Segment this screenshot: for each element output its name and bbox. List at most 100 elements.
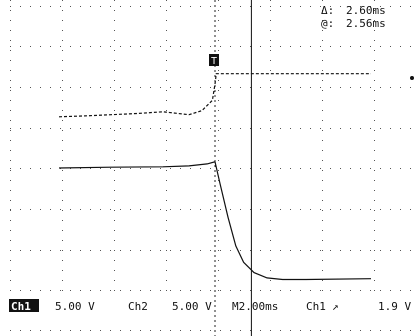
at-value: 2.56ms — [346, 17, 386, 30]
grid-dot-h1 — [270, 46, 271, 47]
grid-dot-h5 — [230, 209, 231, 210]
grid-dot-v5 — [270, 60, 271, 61]
grid-dot-h1 — [190, 46, 191, 47]
grid-dot-h3 — [290, 128, 291, 129]
grid-dot-h1 — [330, 46, 331, 47]
grid-dot-h7 — [210, 290, 211, 291]
grid-dot-h3 — [380, 128, 381, 129]
grid-dot-h4 — [380, 168, 381, 169]
grid-dot-h3 — [360, 128, 361, 129]
grid-dot-v1 — [62, 110, 63, 111]
grid-dot-v3 — [166, 40, 167, 41]
grid-dot-v2 — [114, 200, 115, 201]
grid-dot-h5 — [120, 209, 121, 210]
grid-dot-v5 — [270, 250, 271, 251]
grid-dot-v1 — [62, 240, 63, 241]
grid-dot-h3 — [280, 128, 281, 129]
grid-dot-v3 — [166, 90, 167, 91]
grid-dot-h2 — [270, 87, 271, 88]
grid-dot-h7 — [50, 290, 51, 291]
grid-dot-v0 — [10, 250, 11, 251]
grid-dot-v3 — [166, 190, 167, 191]
grid-dot-v5 — [270, 20, 271, 21]
grid-dot-h3 — [240, 128, 241, 129]
grid-dot-v1 — [62, 40, 63, 41]
grid-dot-h2 — [390, 87, 391, 88]
grid-dot-h5 — [170, 209, 171, 210]
grid-dot-h6 — [320, 250, 321, 251]
grid-dot-h7 — [200, 290, 201, 291]
grid-dot-h8 — [270, 330, 271, 331]
grid-dot-v3 — [166, 140, 167, 141]
grid-dot-h1 — [130, 46, 131, 47]
grid-dot-v5 — [270, 120, 271, 121]
grid-dot-v3 — [166, 220, 167, 221]
grid-dot-v5 — [270, 280, 271, 281]
grid-dot-h5 — [360, 209, 361, 210]
grid-dot-v6 — [322, 190, 323, 191]
grid-dot-v4 — [218, 180, 219, 181]
grid-dot-h6 — [300, 250, 301, 251]
grid-dot-v4 — [218, 130, 219, 131]
grid-dot-h0 — [110, 6, 111, 7]
grid-dot-h6 — [350, 250, 351, 251]
grid-dot-v7 — [374, 220, 375, 221]
grid-dot-v4 — [218, 120, 219, 121]
grid-dot-h2 — [40, 87, 41, 88]
grid-dot-v4 — [218, 290, 219, 291]
grid-dot-h7 — [380, 290, 381, 291]
grid-dot-h1 — [210, 46, 211, 47]
grid-dot-h5 — [350, 209, 351, 210]
grid-dot-v7 — [374, 250, 375, 251]
grid-dot-h5 — [40, 209, 41, 210]
grid-dot-v3 — [166, 60, 167, 61]
grid-dot-v7 — [374, 210, 375, 211]
grid-dot-v3 — [166, 170, 167, 171]
grid-dot-h2 — [10, 87, 11, 88]
grid-dot-h8 — [90, 330, 91, 331]
grid-dot-v1 — [62, 80, 63, 81]
grid-dot-h0 — [330, 6, 331, 7]
grid-dot-v2 — [114, 50, 115, 51]
grid-dot-v0 — [10, 190, 11, 191]
grid-dot-v3 — [166, 250, 167, 251]
grid-dot-v6 — [322, 250, 323, 251]
grid-dot-h7 — [100, 290, 101, 291]
grid-dot-v4 — [218, 230, 219, 231]
grid-dot-h6 — [360, 250, 361, 251]
grid-dot-h0 — [260, 6, 261, 7]
grid-dot-v4 — [218, 50, 219, 51]
grid-dot-v2 — [114, 240, 115, 241]
grid-dot-v7 — [374, 110, 375, 111]
grid-dot-v3 — [166, 130, 167, 131]
grid-dot-h3 — [390, 128, 391, 129]
grid-dot-h5 — [50, 209, 51, 210]
grid-dot-h1 — [280, 46, 281, 47]
grid-dot-v1 — [62, 20, 63, 21]
grid-dot-h3 — [300, 128, 301, 129]
grid-dot-v6 — [322, 70, 323, 71]
grid-dot-v2 — [114, 40, 115, 41]
grid-dot-v5 — [270, 200, 271, 201]
grid-dot-h7 — [320, 290, 321, 291]
grid-dot-v0 — [10, 180, 11, 181]
grid-dot-h3 — [160, 128, 161, 129]
grid-dot-v0 — [10, 40, 11, 41]
grid-dot-h8 — [160, 330, 161, 331]
grid-dot-v2 — [114, 120, 115, 121]
grid-dot-h2 — [20, 87, 21, 88]
grid-dot-h4 — [320, 168, 321, 169]
grid-dot-v1 — [62, 0, 63, 1]
grid-dot-v2 — [114, 170, 115, 171]
grid-dot-h8 — [410, 330, 411, 331]
grid-dot-h4 — [360, 168, 361, 169]
grid-dot-h2 — [340, 87, 341, 88]
grid-dot-v2 — [114, 230, 115, 231]
grid-dot-h6 — [310, 250, 311, 251]
grid-dot-h7 — [330, 290, 331, 291]
grid-dot-v5 — [270, 70, 271, 71]
grid-dot-h0 — [160, 6, 161, 7]
grid-dot-v4 — [218, 270, 219, 271]
grid-dot-v7 — [374, 180, 375, 181]
grid-dot-h0 — [10, 6, 11, 7]
